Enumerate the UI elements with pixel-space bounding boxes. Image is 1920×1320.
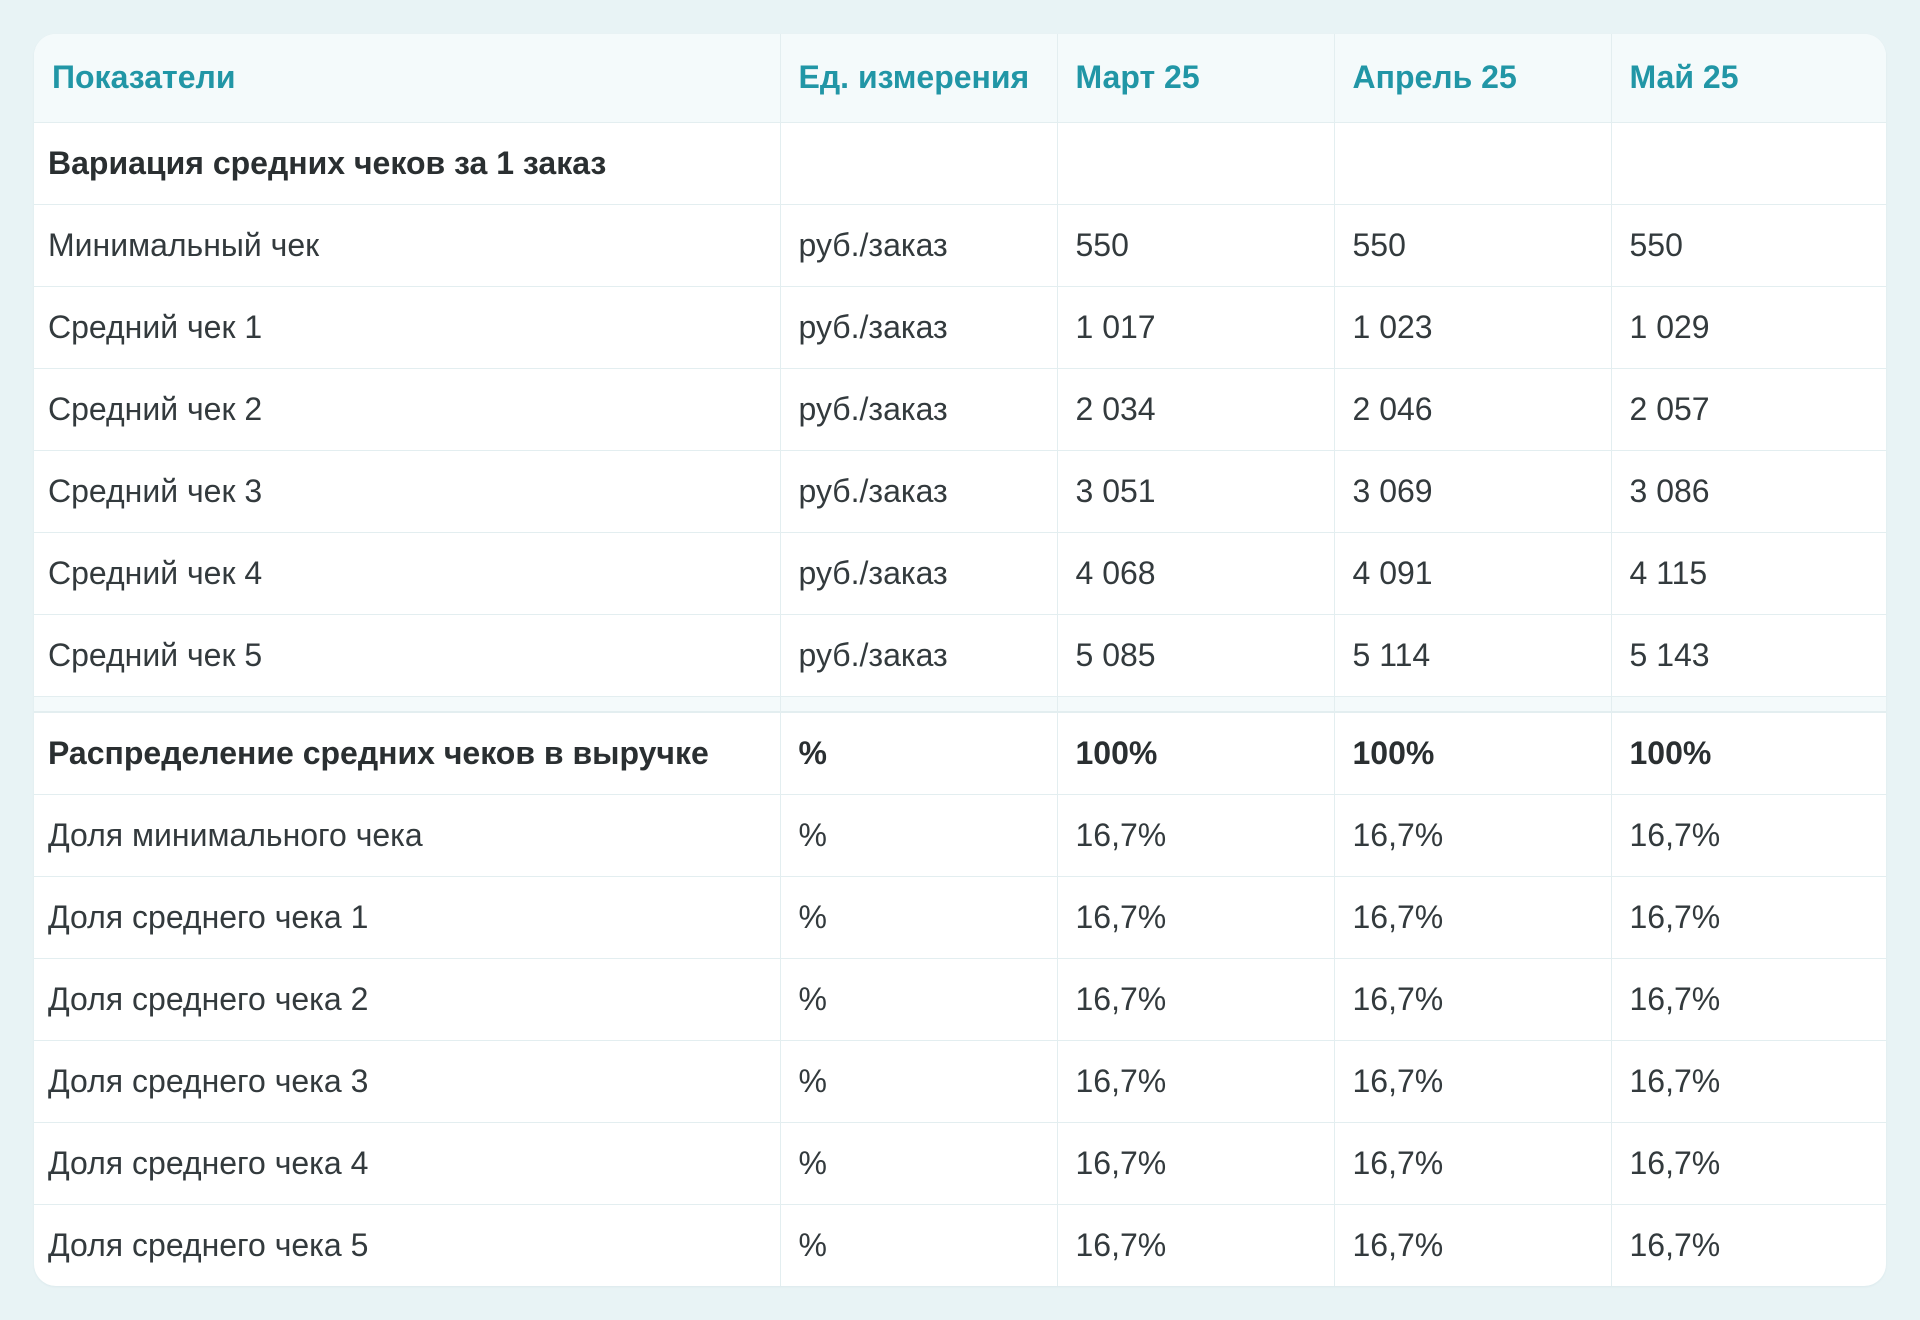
row-unit: % [780,1040,1058,1123]
row-value-march: 550 [1057,204,1335,287]
section-total-may: 100% [1611,712,1886,795]
section-divider [34,696,1886,713]
row-value-may: 16,7% [1611,876,1886,959]
row-label: Средний чек 4 [34,532,781,615]
row-label: Средний чек 1 [34,286,781,369]
row-value-april: 5 114 [1334,614,1612,697]
section-title: Распределение средних чеков в выручке [34,712,781,795]
row-value-may: 16,7% [1611,1122,1886,1205]
row-value-april: 16,7% [1334,794,1612,877]
table-row: Доля среднего чека 4% 16,7% 16,7% 16,7% [34,1122,1886,1205]
row-value-may: 2 057 [1611,368,1886,451]
row-value-march: 3 051 [1057,450,1335,533]
row-label: Доля среднего чека 4 [34,1122,781,1205]
metrics-table-card: Показатели Ед. измерения Март 25 Апрель … [34,34,1886,1286]
row-label: Средний чек 3 [34,450,781,533]
row-label: Доля среднего чека 5 [34,1204,781,1286]
row-value-may: 550 [1611,204,1886,287]
table-row: Доля среднего чека 5% 16,7% 16,7% 16,7% [34,1204,1886,1286]
row-value-april: 3 069 [1334,450,1612,533]
section-total-april: 100% [1334,712,1612,795]
row-value-may: 16,7% [1611,794,1886,877]
row-unit: % [780,1204,1058,1286]
row-value-march: 16,7% [1057,1204,1335,1286]
section-total-march: 100% [1057,712,1335,795]
section-unit [780,122,1058,205]
divider-cell [1334,696,1612,713]
section-total-april [1334,122,1612,205]
metrics-table: Показатели Ед. измерения Март 25 Апрель … [34,34,1886,1286]
row-value-april: 16,7% [1334,958,1612,1041]
row-value-april: 16,7% [1334,1122,1612,1205]
section-total-march [1057,122,1335,205]
header-month-april: Апрель 25 [1334,34,1612,123]
row-value-may: 5 143 [1611,614,1886,697]
row-label: Доля среднего чека 3 [34,1040,781,1123]
row-label: Минимальный чек [34,204,781,287]
row-value-april: 550 [1334,204,1612,287]
row-value-april: 4 091 [1334,532,1612,615]
table-row: Средний чек 2 руб./заказ 2 034 2 046 2 057 [34,368,1886,451]
row-unit: % [780,794,1058,877]
row-value-april: 16,7% [1334,1040,1612,1123]
table-header-row: Показатели Ед. измерения Март 25 Апрель … [34,34,1886,123]
row-unit: руб./заказ [780,204,1058,287]
row-value-may: 1 029 [1611,286,1886,369]
row-label: Средний чек 2 [34,368,781,451]
row-label: Доля среднего чека 1 [34,876,781,959]
row-value-march: 16,7% [1057,958,1335,1041]
table-row: Доля минимального чека% 16,7% 16,7% 16,7% [34,794,1886,877]
table-body: Вариация средних чеков за 1 заказ Минимал… [34,122,1886,1286]
header-indicator: Показатели [34,34,781,123]
table-row: Средний чек 5 руб./заказ 5 085 5 114 5 143 [34,614,1886,697]
row-value-march: 1 017 [1057,286,1335,369]
row-value-march: 5 085 [1057,614,1335,697]
table-row: Средний чек 1 руб./заказ 1 017 1 023 1 029 [34,286,1886,369]
divider-cell [34,696,781,713]
row-value-may: 16,7% [1611,1040,1886,1123]
row-label: Доля среднего чека 2 [34,958,781,1041]
row-value-may: 16,7% [1629,1226,1721,1263]
row-unit: % [780,876,1058,959]
table-row: Средний чек 4 руб./заказ 4 068 4 091 4 115 [34,532,1886,615]
section-header-row: Вариация средних чеков за 1 заказ [34,122,1886,205]
section-total-may [1611,122,1886,205]
row-label: Доля минимального чека [34,794,781,877]
table-row: Доля среднего чека 3% 16,7% 16,7% 16,7% [34,1040,1886,1123]
divider-cell [1611,696,1886,713]
row-unit: руб./заказ [780,368,1058,451]
row-unit: руб./заказ [780,614,1058,697]
row-value-march: 16,7% [1057,1122,1335,1205]
header-unit: Ед. измерения [780,34,1058,123]
row-value-march: 4 068 [1057,532,1335,615]
row-value-march: 16,7% [1057,1040,1335,1123]
row-value-april: 16,7% [1334,876,1612,959]
row-value-march: 16,7% [1057,794,1335,877]
row-value-may: 16,7% [1611,958,1886,1041]
row-value-april: 2 046 [1334,368,1612,451]
row-value-march: 16,7% [1057,876,1335,959]
section-header-row: Распределение средних чеков в выручке% 10… [34,712,1886,795]
row-unit: % [780,958,1058,1041]
section-title: Вариация средних чеков за 1 заказ [34,122,781,205]
divider-cell [1057,696,1335,713]
row-value-april: 16,7% [1334,1204,1612,1286]
table-row: Доля среднего чека 1% 16,7% 16,7% 16,7% [34,876,1886,959]
row-unit: % [780,1122,1058,1205]
row-value-may: 3 086 [1611,450,1886,533]
table-row: Средний чек 3 руб./заказ 3 051 3 069 3 086 [34,450,1886,533]
row-value-may: 4 115 [1611,532,1886,615]
row-unit: руб./заказ [780,532,1058,615]
row-value-april: 1 023 [1334,286,1612,369]
header-month-may: Май 25 [1611,34,1886,123]
divider-cell [780,696,1058,713]
header-month-march: Март 25 [1057,34,1335,123]
row-value-march: 2 034 [1057,368,1335,451]
row-unit: руб./заказ [780,286,1058,369]
section-unit: % [780,712,1058,795]
row-unit: руб./заказ [780,450,1058,533]
table-row: Минимальный чек руб./заказ 550 550 550 [34,204,1886,287]
table-row: Доля среднего чека 2% 16,7% 16,7% 16,7% [34,958,1886,1041]
row-label: Средний чек 5 [34,614,781,697]
